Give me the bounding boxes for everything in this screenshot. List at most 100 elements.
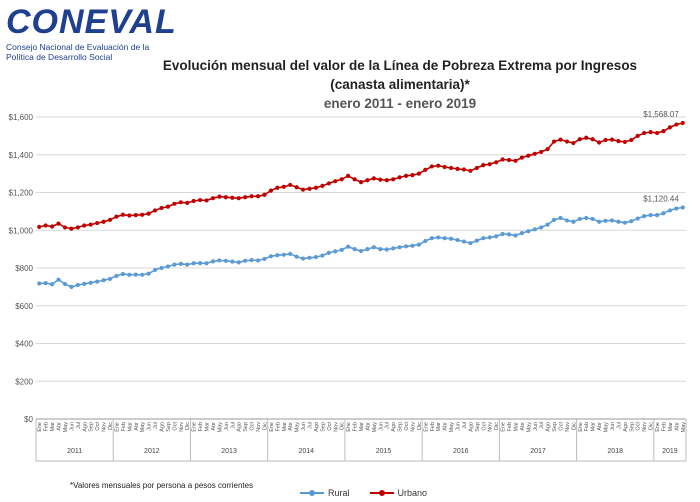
- data-point-rural: [590, 216, 595, 222]
- data-point-rural: [120, 271, 125, 277]
- x-tick-label: May: [295, 422, 301, 433]
- x-tick-label: Mar: [668, 422, 674, 432]
- x-tick-label: Jul: [153, 422, 159, 429]
- data-point-urbano: [513, 158, 518, 163]
- data-point-rural: [268, 254, 274, 259]
- data-point-rural: [95, 279, 100, 284]
- data-point-urbano: [288, 182, 293, 188]
- data-point-rural: [519, 230, 524, 236]
- x-tick-label: Feb: [507, 422, 513, 431]
- x-tick-label: Dic: [262, 422, 268, 430]
- x-tick-label: Dic: [494, 422, 500, 430]
- x-tick-label: Oct: [404, 422, 410, 431]
- data-point-rural: [255, 258, 261, 263]
- chart-title-line2: (canasta alimentaria)*: [330, 77, 470, 92]
- data-point-rural: [333, 249, 338, 254]
- data-point-urbano: [281, 184, 286, 189]
- data-point-urbano: [635, 133, 640, 138]
- x-tick-label: May: [63, 422, 69, 433]
- data-point-urbano: [75, 225, 80, 230]
- data-point-urbano: [384, 178, 389, 183]
- data-point-urbano: [217, 194, 222, 199]
- data-point-rural: [352, 247, 357, 252]
- data-point-urbano: [127, 213, 132, 218]
- data-point-urbano: [88, 222, 93, 227]
- x-tick-label: Ene: [192, 422, 198, 432]
- data-point-urbano: [140, 212, 145, 217]
- data-point-rural: [294, 254, 299, 259]
- data-point-urbano: [506, 157, 512, 163]
- data-point-rural: [339, 247, 344, 252]
- data-point-urbano: [268, 188, 274, 193]
- data-point-urbano: [603, 137, 608, 143]
- data-point-urbano: [429, 164, 434, 169]
- data-point-urbano: [223, 195, 228, 200]
- logo-subtitle: Consejo Nacional de Evaluación de la Pol…: [6, 42, 150, 62]
- data-point-urbano: [346, 173, 351, 178]
- data-point-urbano: [275, 185, 280, 190]
- data-point-urbano: [313, 185, 319, 190]
- data-point-rural: [597, 219, 602, 224]
- x-tick-label: May: [217, 422, 223, 433]
- x-tick-label: Mar: [513, 422, 519, 432]
- data-point-rural: [307, 255, 312, 260]
- data-point-urbano: [300, 187, 306, 192]
- data-point-urbano: [120, 212, 125, 217]
- data-point-urbano: [294, 185, 299, 190]
- data-point-rural: [101, 278, 106, 283]
- x-tick-label: Abr: [211, 422, 217, 431]
- data-point-rural: [416, 242, 422, 247]
- data-point-urbano: [442, 164, 447, 170]
- data-point-rural: [584, 215, 589, 221]
- x-tick-label: Abr: [674, 422, 680, 431]
- x-tick-label: Jun: [69, 422, 75, 431]
- data-point-urbano: [558, 137, 563, 142]
- x-tick-label: Ago: [314, 422, 320, 432]
- data-point-rural: [313, 254, 319, 260]
- x-tick-label: Mar: [436, 422, 442, 432]
- x-tick-label: Oct: [250, 422, 256, 431]
- x-tick-label: May: [140, 422, 146, 433]
- x-tick-label: Nov: [642, 422, 648, 432]
- x-tick-label: May: [526, 422, 532, 433]
- data-point-urbano: [423, 167, 428, 172]
- data-point-rural: [178, 261, 183, 266]
- x-tick-label: May: [681, 422, 687, 433]
- data-point-urbano: [622, 139, 627, 145]
- data-point-rural: [616, 219, 621, 224]
- x-tick-label: Sep: [166, 422, 172, 432]
- data-point-urbano: [468, 168, 473, 173]
- data-point-rural: [635, 216, 640, 221]
- data-point-rural: [551, 217, 557, 222]
- data-point-rural: [82, 281, 87, 286]
- x-tick-label: Abr: [288, 422, 294, 431]
- data-point-rural: [571, 219, 576, 224]
- data-point-rural: [506, 232, 512, 237]
- x-tick-label: Dic: [649, 422, 655, 430]
- data-point-rural: [442, 236, 447, 241]
- data-point-urbano: [307, 186, 312, 191]
- data-point-urbano: [133, 213, 138, 218]
- x-tick-label: Nov: [410, 422, 416, 432]
- data-point-urbano: [403, 173, 409, 178]
- x-tick-label: Mar: [127, 422, 133, 432]
- y-tick-label: $1,000: [9, 226, 34, 235]
- data-point-rural: [429, 236, 434, 241]
- data-point-rural: [185, 262, 190, 267]
- x-tick-label: Oct: [559, 422, 565, 431]
- data-point-urbano: [410, 173, 415, 178]
- y-tick-label: $1,600: [9, 113, 34, 122]
- data-point-rural: [468, 240, 473, 246]
- x-tick-label: Ago: [391, 422, 397, 432]
- data-point-urbano: [545, 146, 550, 152]
- data-point-rural: [487, 235, 492, 240]
- data-point-rural: [603, 218, 608, 223]
- coneval-logo: CONEVAL Consejo Nacional de Evaluación d…: [6, 4, 176, 62]
- data-point-urbano: [474, 165, 479, 171]
- x-tick-label: Jul: [616, 422, 622, 429]
- data-point-urbano: [198, 197, 203, 203]
- x-tick-label: Jul: [385, 422, 391, 429]
- data-point-rural: [127, 272, 132, 277]
- x-tick-label: Nov: [565, 422, 571, 432]
- data-point-rural: [249, 257, 254, 263]
